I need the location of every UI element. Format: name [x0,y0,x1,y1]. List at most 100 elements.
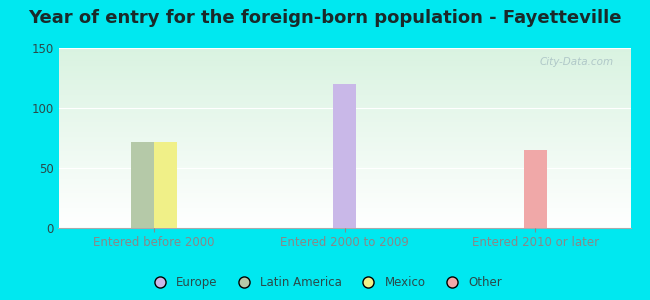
Bar [154,142,177,228]
Bar [58,221,630,222]
Bar [58,166,630,167]
Bar [58,182,630,184]
Bar [58,196,630,197]
Bar [58,60,630,61]
Bar [58,106,630,107]
Bar [58,190,630,191]
Bar [58,206,630,208]
Bar [58,145,630,146]
Bar [58,115,630,116]
Bar [58,74,630,76]
Bar [58,64,630,65]
Bar [58,217,630,218]
Bar [58,193,630,194]
Bar [58,50,630,52]
Bar [58,76,630,77]
Bar [58,186,630,187]
Bar [58,55,630,56]
Bar [58,163,630,164]
Bar [58,131,630,132]
Bar [58,211,630,212]
Bar [58,104,630,106]
Bar [58,142,630,143]
Bar [58,52,630,53]
Bar [58,92,630,94]
Bar [58,58,630,59]
Bar [58,170,630,172]
Bar [58,109,630,110]
Bar [58,59,630,60]
Bar [58,180,630,181]
Bar [58,197,630,198]
Bar [58,132,630,133]
Bar [58,150,630,151]
Bar [58,127,630,128]
Bar [58,94,630,95]
Bar [58,101,630,102]
Bar [58,200,630,202]
Bar [58,122,630,124]
Bar [58,61,630,62]
Bar [58,191,630,192]
Bar [58,173,630,174]
Bar [58,169,630,170]
Bar [58,56,630,58]
Bar [58,79,630,80]
Bar [58,151,630,152]
Bar [58,108,630,109]
Bar [58,102,630,103]
Bar [58,82,630,83]
Bar [58,116,630,118]
Bar [58,119,630,120]
Bar [58,68,630,70]
Bar [58,110,630,112]
Bar [58,96,630,97]
Bar [58,155,630,156]
Bar [58,208,630,209]
Bar [58,199,630,200]
Bar [58,140,630,142]
Bar [58,146,630,148]
Bar [58,128,630,130]
Bar [58,136,630,137]
Bar [58,156,630,157]
Bar [58,220,630,221]
Bar [58,212,630,214]
Bar [58,224,630,226]
Bar [58,167,630,168]
Bar [58,168,630,169]
Bar [58,154,630,155]
Legend: Europe, Latin America, Mexico, Other: Europe, Latin America, Mexico, Other [143,272,507,294]
Bar [58,215,630,216]
Bar [58,133,630,134]
Bar [58,53,630,54]
Bar [58,164,630,166]
Bar [58,70,630,71]
Bar [58,103,630,104]
Bar [58,157,630,158]
Bar [58,185,630,186]
Bar [58,67,630,68]
Bar [333,84,356,228]
Bar [58,72,630,73]
Bar [58,202,630,203]
Bar [58,187,630,188]
Bar [58,205,630,206]
Bar [58,114,630,115]
Bar [58,120,630,121]
Bar [58,80,630,82]
Bar [58,89,630,90]
Bar [58,130,630,131]
Bar [58,73,630,74]
Bar [58,124,630,125]
Bar [58,161,630,162]
Bar [58,118,630,119]
Bar [58,227,630,228]
Text: Year of entry for the foreign-born population - Fayetteville: Year of entry for the foreign-born popul… [28,9,622,27]
Bar [58,138,630,139]
Bar [58,91,630,92]
Bar [58,143,630,144]
Bar [58,181,630,182]
Bar [58,172,630,173]
Bar [58,194,630,196]
